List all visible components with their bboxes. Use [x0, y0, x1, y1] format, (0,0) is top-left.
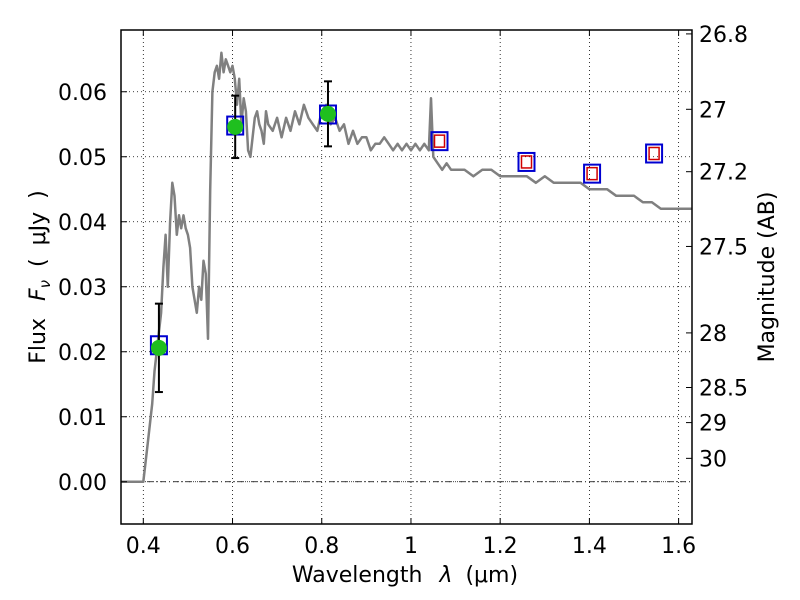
x-axis-ticks: 0.4 0.6 0.8 1 1.2 1.4 1.6: [126, 30, 696, 559]
x-tick-label: 1.4: [572, 534, 607, 559]
model-square-outer: [645, 143, 664, 164]
x-axis-label-symbol: λ: [438, 563, 452, 588]
grid-lines: [121, 30, 692, 524]
y-tick-label: 0.00: [58, 471, 107, 496]
y-tick-label: 0.01: [58, 406, 107, 431]
model-square-inner: [586, 166, 598, 181]
x-tick-label: 1.2: [483, 534, 518, 559]
right-tick-label: 28: [699, 322, 727, 347]
photometry-point: [227, 118, 244, 135]
y-axis-label-paren-open: (: [26, 258, 51, 267]
y-tick-label: 0.06: [58, 81, 107, 106]
x-tick-label: 0.8: [304, 534, 339, 559]
y-axis-label-unit: μJy: [26, 212, 51, 246]
model-square-inner: [433, 134, 446, 148]
y-axis-ticks: 0.00 0.01 0.02 0.03 0.04 0.05 0.06: [58, 81, 127, 496]
model-square-inner: [648, 146, 660, 161]
model-square-inner: [520, 155, 533, 169]
photometry-point: [319, 105, 336, 122]
plot-frame: [120, 29, 693, 525]
sed-model-line: [121, 51, 692, 484]
y-axis-label-subscript: ν: [36, 280, 54, 288]
right-axis-label: Magnitude (AB): [755, 192, 780, 363]
model-square-outer: [430, 131, 449, 152]
right-tick-label: 30: [699, 447, 727, 472]
y-tick-label: 0.04: [58, 211, 107, 236]
y-tick-label: 0.05: [58, 146, 107, 171]
right-axis-ticks: 26.8 27 27.2 27.5 28 28.5 29 30: [686, 23, 748, 472]
x-tick-label: 1.6: [661, 534, 696, 559]
right-tick-label: 26.8: [699, 23, 748, 48]
y-axis-label: Flux Fν ( μJy ): [26, 190, 56, 363]
right-tick-label: 27: [699, 98, 727, 123]
model-square-outer: [583, 163, 602, 184]
plot-series: [121, 51, 692, 484]
y-axis-label-symbol: F: [26, 288, 51, 301]
photometry-point: [150, 339, 167, 356]
right-tick-label: 28.5: [699, 377, 748, 402]
right-tick-label: 27.2: [699, 161, 748, 186]
y-axis-label-paren-close: ): [26, 190, 51, 199]
model-square-outer: [517, 151, 536, 172]
x-axis-label-text: Wavelength: [292, 563, 423, 588]
y-tick-label: 0.03: [58, 276, 107, 301]
x-axis-label: Wavelength λ (μm): [292, 563, 518, 588]
right-tick-label: 27.5: [699, 235, 748, 260]
x-tick-label: 0.4: [126, 534, 161, 559]
x-axis-label-unit: (μm): [465, 563, 518, 588]
y-axis-label-text: Flux: [26, 318, 51, 364]
x-tick-label: 1: [404, 534, 418, 559]
right-tick-label: 29: [699, 412, 727, 437]
x-tick-label: 0.6: [215, 534, 250, 559]
y-tick-label: 0.02: [58, 341, 107, 366]
